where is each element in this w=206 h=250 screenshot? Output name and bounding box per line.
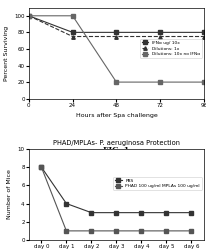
Line: PBS: PBS xyxy=(40,165,193,214)
Legend: IFNα ug/ 10x, Dilutions: 1x, Dilutions: 10x no IFNα: IFNα ug/ 10x, Dilutions: 1x, Dilutions: … xyxy=(140,39,202,58)
PBS xyxy=(40,166,43,168)
IFNα ug/ 10x xyxy=(203,31,205,34)
IFNα ug/ 10x xyxy=(115,31,118,34)
PBS xyxy=(190,211,193,214)
Dilutions: 10x no IFNα: (24, 100): 10x no IFNα: (24, 100) xyxy=(71,14,74,17)
PBS xyxy=(140,211,143,214)
Dilutions: 10x no IFNα: (48, 20): 10x no IFNα: (48, 20) xyxy=(115,80,118,84)
Legend: PBS, PHAD 100 ug/ml MPLAs 100 ug/ml: PBS, PHAD 100 ug/ml MPLAs 100 ug/ml xyxy=(113,177,202,190)
IFNα ug/ 10x xyxy=(159,31,161,34)
Line: Dilutions: 1x: Dilutions: 1x xyxy=(27,14,206,38)
Line: PHAD 100 ug/ml MPLAs 100 ug/ml: PHAD 100 ug/ml MPLAs 100 ug/ml xyxy=(40,165,193,232)
Line: Dilutions: 10x no IFNα: Dilutions: 10x no IFNα xyxy=(27,14,206,84)
Dilutions: 10x no IFNα: (0, 100): 10x no IFNα: (0, 100) xyxy=(28,14,30,17)
PHAD 100 ug/ml MPLAs 100 ug/ml xyxy=(40,166,43,168)
PBS xyxy=(165,211,168,214)
PBS xyxy=(65,202,68,205)
PHAD 100 ug/ml MPLAs 100 ug/ml xyxy=(165,230,168,232)
Y-axis label: Percent Surviving: Percent Surviving xyxy=(4,26,9,81)
PBS xyxy=(90,211,93,214)
IFNα ug/ 10x xyxy=(71,31,74,34)
X-axis label: Hours after Spa challenge: Hours after Spa challenge xyxy=(76,114,157,118)
Dilutions: 1x: (0, 100): 1x: (0, 100) xyxy=(28,14,30,17)
PHAD 100 ug/ml MPLAs 100 ug/ml xyxy=(140,230,143,232)
PBS xyxy=(115,211,118,214)
IFNα ug/ 10x xyxy=(28,14,30,17)
Dilutions: 1x: (72, 75): 1x: (72, 75) xyxy=(159,35,161,38)
PHAD 100 ug/ml MPLAs 100 ug/ml xyxy=(190,230,193,232)
Dilutions: 10x no IFNα: (96, 20): 10x no IFNα: (96, 20) xyxy=(203,80,205,84)
Dilutions: 1x: (24, 75): 1x: (24, 75) xyxy=(71,35,74,38)
Text: FIG. 1: FIG. 1 xyxy=(103,146,129,154)
Dilutions: 1x: (48, 75): 1x: (48, 75) xyxy=(115,35,118,38)
Y-axis label: Number of Mice: Number of Mice xyxy=(7,170,12,219)
Dilutions: 10x no IFNα: (72, 20): 10x no IFNα: (72, 20) xyxy=(159,80,161,84)
Dilutions: 1x: (96, 75): 1x: (96, 75) xyxy=(203,35,205,38)
PHAD 100 ug/ml MPLAs 100 ug/ml xyxy=(65,230,68,232)
PHAD 100 ug/ml MPLAs 100 ug/ml xyxy=(115,230,118,232)
Line: IFNα ug/ 10x: IFNα ug/ 10x xyxy=(27,14,206,34)
Title: PHAD/MPLAs- P. aeruginosa Protection: PHAD/MPLAs- P. aeruginosa Protection xyxy=(53,140,180,146)
PHAD 100 ug/ml MPLAs 100 ug/ml xyxy=(90,230,93,232)
